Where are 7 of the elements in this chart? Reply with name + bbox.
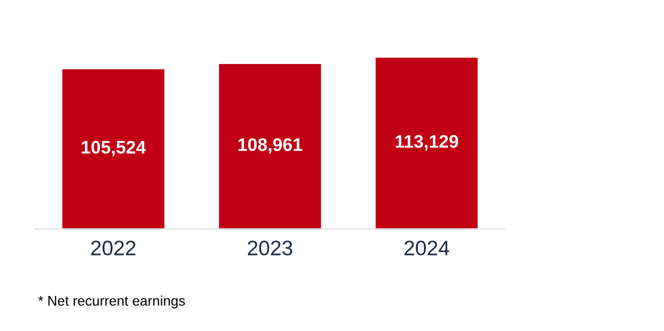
- x-tick-label: 2024: [404, 240, 450, 256]
- text: * Net recurrent earnings: [38, 296, 185, 308]
- x-tick-label: 2022: [91, 240, 136, 256]
- data-label: 113,129: [396, 135, 458, 150]
- x-tick-label: 2023: [248, 240, 292, 256]
- data-label: 108,961: [238, 138, 302, 154]
- data-label: 105,524: [82, 140, 146, 156]
